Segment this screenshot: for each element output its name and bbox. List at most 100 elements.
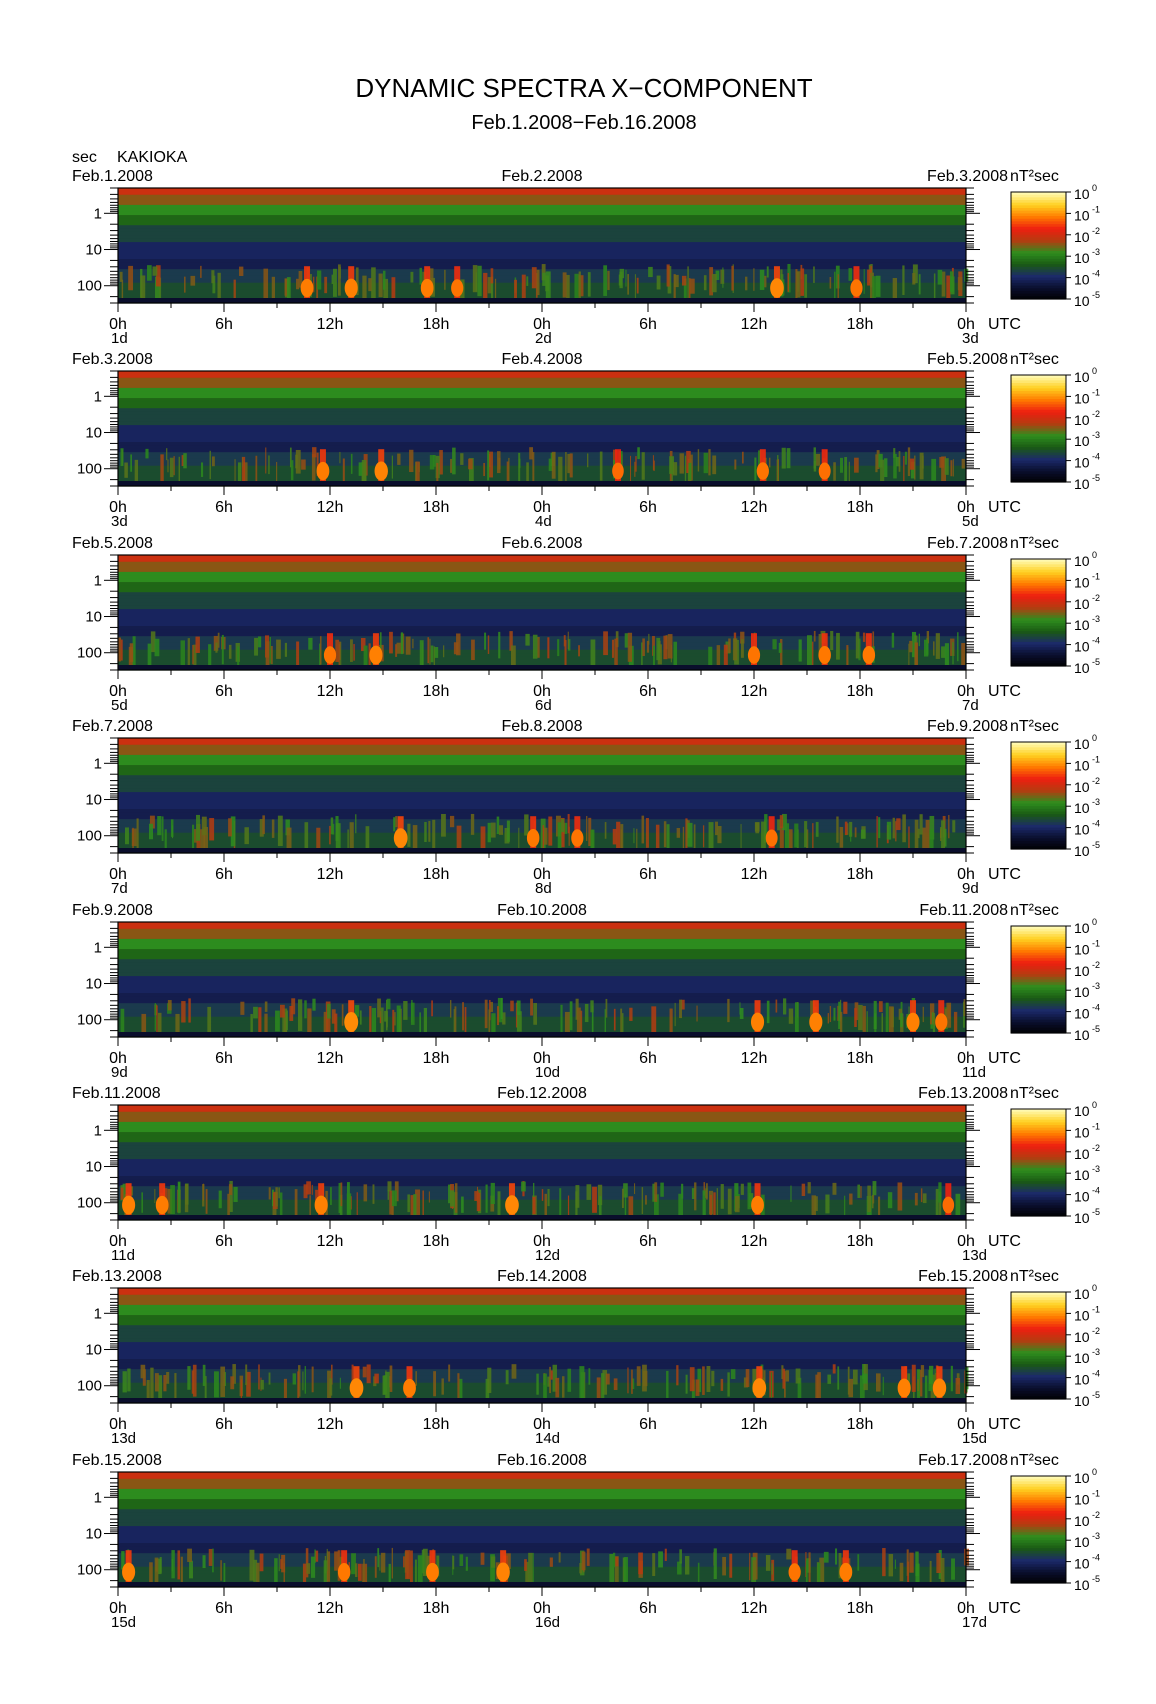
event-core xyxy=(314,1195,328,1215)
colorbar-cell xyxy=(1011,1324,1066,1328)
colorbar-tick-exponent: -4 xyxy=(1092,1003,1100,1013)
activity-streak xyxy=(301,459,306,470)
activity-streak xyxy=(155,276,160,303)
activity-streak xyxy=(342,458,345,486)
activity-streak xyxy=(908,1006,910,1021)
activity-streak xyxy=(547,1376,551,1387)
activity-streak xyxy=(859,1375,865,1402)
activity-streak xyxy=(731,265,734,291)
colorbar-tick-exponent: 0 xyxy=(1092,183,1097,193)
colorbar-cell xyxy=(1011,208,1066,212)
colorbar-cell xyxy=(1011,982,1066,986)
spectrum-band xyxy=(118,472,966,477)
colorbar-tick-exponent: 0 xyxy=(1092,1283,1097,1293)
x-tick-label: 12h xyxy=(317,1233,344,1250)
spectrum-floor xyxy=(118,1582,966,1587)
activity-streak xyxy=(797,1377,802,1399)
spectrum-band xyxy=(118,805,966,810)
activity-streak xyxy=(579,1562,583,1574)
activity-streak xyxy=(827,1374,832,1384)
y-tick-label: 10 xyxy=(85,792,102,809)
activity-streak xyxy=(391,455,393,479)
spectrum-band xyxy=(118,751,966,756)
activity-streak xyxy=(131,828,137,847)
activity-streak xyxy=(489,451,493,478)
activity-streak xyxy=(815,1374,819,1403)
activity-streak xyxy=(323,1560,328,1587)
activity-streak xyxy=(436,462,439,486)
activity-streak xyxy=(228,644,232,659)
activity-streak xyxy=(339,1377,341,1389)
date-label-right: Feb.11.2008 xyxy=(919,902,1008,919)
colorbar-cell xyxy=(1011,226,1066,231)
colorbar-cell xyxy=(1011,1550,1066,1555)
colorbar-cell xyxy=(1011,784,1066,789)
activity-streak xyxy=(800,268,805,296)
activity-streak xyxy=(727,998,730,1023)
activity-streak xyxy=(614,638,617,669)
activity-streak xyxy=(205,1189,208,1214)
spectrum-band xyxy=(118,1203,966,1208)
colorbar-cell xyxy=(1011,822,1066,826)
activity-streak xyxy=(340,1182,343,1207)
day-label: 4d xyxy=(535,513,552,530)
date-label-middle: Feb.12.2008 xyxy=(497,1085,587,1102)
colorbar-tick-label: 10 xyxy=(1074,186,1090,202)
colorbar-cell xyxy=(1011,968,1066,973)
activity-streak xyxy=(918,274,921,295)
activity-streak xyxy=(786,1548,792,1560)
activity-streak xyxy=(569,1001,573,1031)
activity-streak xyxy=(552,1364,557,1392)
activity-streak xyxy=(405,1550,411,1580)
activity-streak xyxy=(613,1008,616,1031)
activity-streak xyxy=(695,1379,700,1396)
activity-streak xyxy=(641,452,645,480)
colorbar-cell xyxy=(1011,380,1066,384)
activity-streak xyxy=(950,460,953,477)
date-label-middle: Feb.6.2008 xyxy=(502,535,583,552)
spectrum-band xyxy=(118,809,966,814)
activity-streak xyxy=(926,631,930,644)
activity-streak xyxy=(529,447,534,460)
colorbar-cell xyxy=(1011,1305,1066,1309)
event-core xyxy=(526,829,540,848)
activity-streak xyxy=(488,1009,491,1036)
colorbar-cell xyxy=(1011,1334,1066,1339)
activity-streak xyxy=(518,452,521,484)
activity-streak xyxy=(429,638,431,665)
activity-streak xyxy=(510,1000,514,1012)
activity-streak xyxy=(801,1183,806,1197)
colorbar-cell xyxy=(1011,1210,1066,1214)
activity-streak xyxy=(641,815,645,844)
activity-streak xyxy=(854,827,857,838)
activity-streak xyxy=(476,1192,481,1212)
colorbar-cell xyxy=(1011,431,1066,435)
colorbar-cell xyxy=(1011,1489,1066,1493)
colorbar-cell xyxy=(1011,803,1066,807)
activity-streak xyxy=(544,1193,547,1220)
activity-streak xyxy=(941,456,947,486)
activity-streak xyxy=(241,456,246,483)
colorbar-cell xyxy=(1011,471,1066,475)
colorbar-cell xyxy=(1011,593,1066,598)
day-label: 10d xyxy=(535,1064,560,1081)
activity-streak xyxy=(234,459,236,486)
colorbar-cell xyxy=(1011,1534,1066,1539)
y-tick-label: 100 xyxy=(77,1012,102,1029)
spectrum-band xyxy=(118,1142,966,1147)
activity-streak xyxy=(613,1552,616,1568)
activity-streak xyxy=(587,272,591,297)
colorbar-cell xyxy=(1011,1308,1066,1312)
activity-streak xyxy=(304,1000,307,1019)
activity-streak xyxy=(951,1558,955,1580)
spectrum-band xyxy=(118,1298,966,1303)
activity-streak xyxy=(122,1183,126,1209)
colorbar-cell xyxy=(1011,288,1066,292)
activity-streak xyxy=(258,1007,262,1037)
activity-streak xyxy=(806,635,812,667)
activity-streak xyxy=(391,1190,397,1207)
colorbar-cell xyxy=(1011,942,1066,946)
activity-streak xyxy=(120,1008,125,1037)
